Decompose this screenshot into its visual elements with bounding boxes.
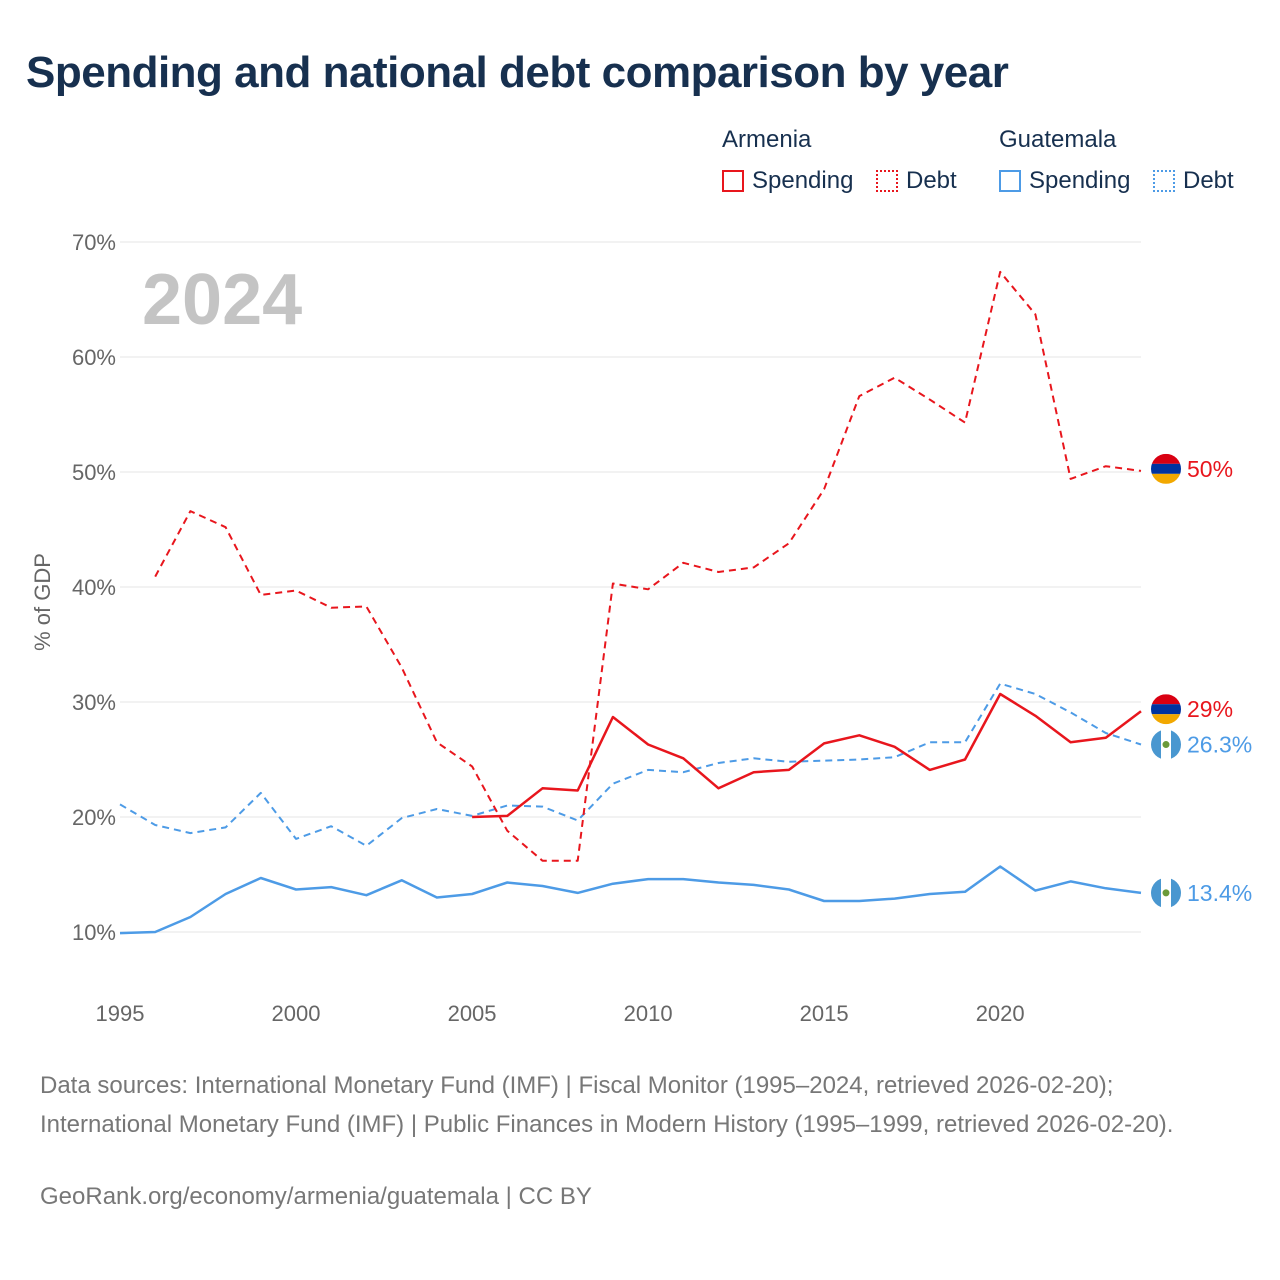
series-line-guatemala-debt <box>119 682 1142 847</box>
legend-label: Debt <box>1183 167 1234 194</box>
legend-swatch-dotted <box>1153 170 1175 192</box>
data-sources: Data sources: International Monetary Fun… <box>40 1072 1174 1138</box>
end-value-label: 26.3% <box>1187 732 1252 758</box>
y-tick-label: 10% <box>72 920 116 945</box>
legend-label: Spending <box>1029 167 1131 194</box>
end-value-label: 29% <box>1187 696 1233 722</box>
legend-guatemala-debt[interactable]: Debt <box>1153 167 1234 195</box>
x-tick-label: 2005 <box>448 1001 497 1026</box>
guatemala-flag-icon <box>1151 877 1181 908</box>
y-tick-label: 70% <box>72 230 116 255</box>
x-tick-label: 2020 <box>976 1001 1025 1026</box>
armenia-flag-icon <box>1151 453 1181 484</box>
end-value-label: 13.4% <box>1187 880 1252 906</box>
series-lines <box>119 270 1142 935</box>
chart-title: Spending and national debt comparison by… <box>26 48 1009 97</box>
armenia-flag-icon <box>1151 694 1181 725</box>
series-line-armenia-debt <box>154 270 1142 862</box>
y-axis-label: % of GDP <box>30 553 55 651</box>
legend-label: Debt <box>906 167 957 194</box>
legend-label: Spending <box>752 167 854 194</box>
series-line-armenia-spending <box>472 692 1142 819</box>
end-value-label: 50% <box>1187 456 1233 482</box>
year-label: 2024 <box>142 260 302 340</box>
x-tick-label: 1995 <box>96 1001 145 1026</box>
y-tick-label: 40% <box>72 575 116 600</box>
gridlines <box>120 241 1141 933</box>
guatemala-flag-icon <box>1151 729 1181 760</box>
legend-group-guatemala: Guatemala <box>999 126 1117 153</box>
legend: Armenia Spending Debt Guatemala Spending… <box>0 122 1280 202</box>
y-tick-label: 30% <box>72 690 116 715</box>
credit-line[interactable]: GeoRank.org/economy/armenia/guatemala | … <box>40 1183 592 1210</box>
x-tick-label: 2000 <box>272 1001 321 1026</box>
legend-swatch-solid <box>999 170 1021 192</box>
x-tick-label: 2010 <box>624 1001 673 1026</box>
y-tick-label: 50% <box>72 460 116 485</box>
legend-group-armenia: Armenia <box>722 126 812 153</box>
y-tick-label: 60% <box>72 345 116 370</box>
x-axis-ticks: 1995 2000 2005 2010 2015 2020 <box>96 1001 1025 1026</box>
legend-armenia-spending[interactable]: Spending <box>722 167 853 195</box>
line-chart: 10% 20% 30% 40% 50% 60% 70% 1995 2000 2005 2010 20… <box>30 230 1252 1026</box>
y-axis-ticks: 10% 20% 30% 40% 50% 60% 70% <box>72 230 116 945</box>
series-end-markers: 50% 29% 26.3% 13.4% <box>1151 453 1252 908</box>
legend-swatch-dotted <box>876 170 898 192</box>
series-line-guatemala-spending <box>119 865 1142 935</box>
x-tick-label: 2015 <box>800 1001 849 1026</box>
legend-guatemala-spending[interactable]: Spending <box>999 167 1130 195</box>
legend-swatch-solid <box>722 170 744 192</box>
legend-armenia-debt[interactable]: Debt <box>876 167 957 195</box>
y-tick-label: 20% <box>72 805 116 830</box>
